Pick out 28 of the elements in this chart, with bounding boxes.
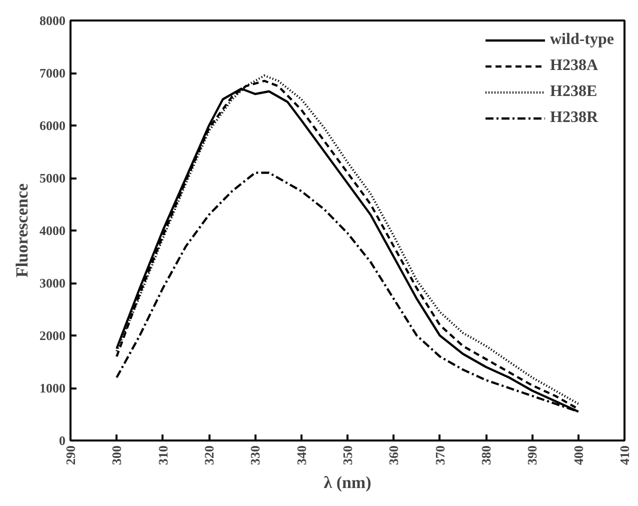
y-tick-label: 1000 <box>40 380 66 396</box>
legend-label: H238E <box>550 83 598 101</box>
legend-label: H238R <box>550 109 598 127</box>
x-tick-label: 360 <box>386 446 402 465</box>
x-tick-label: 410 <box>617 446 632 465</box>
y-tick-label: 0 <box>59 433 66 448</box>
y-tick-label: 2000 <box>40 328 66 343</box>
x-axis-title: λ (nm) <box>324 473 372 492</box>
x-tick-label: 400 <box>570 446 586 465</box>
x-tick-label: 290 <box>63 446 78 465</box>
y-tick-label: 3000 <box>40 276 66 290</box>
y-tick-label: 7000 <box>40 66 66 80</box>
y-tick-label: 4000 <box>40 223 66 238</box>
x-tick-label: 370 <box>432 446 448 465</box>
y-tick-label: 8000 <box>40 13 66 28</box>
x-tick-label: 300 <box>109 446 124 465</box>
x-tick-label: 330 <box>248 446 263 465</box>
y-axis-title: Fluorescence <box>12 182 32 278</box>
y-tick-label: 6000 <box>40 118 66 133</box>
x-tick-label: 310 <box>155 446 170 465</box>
x-tick-label: 350 <box>340 446 355 465</box>
x-tick-label: 380 <box>478 446 494 465</box>
legend-label: wild-type <box>550 31 614 49</box>
x-tick-label: 320 <box>202 446 216 465</box>
x-tick-label: 340 <box>294 446 309 465</box>
x-tick-label: 390 <box>524 446 540 465</box>
legend-label: H238A <box>550 57 598 75</box>
y-tick-label: 5000 <box>40 170 66 186</box>
